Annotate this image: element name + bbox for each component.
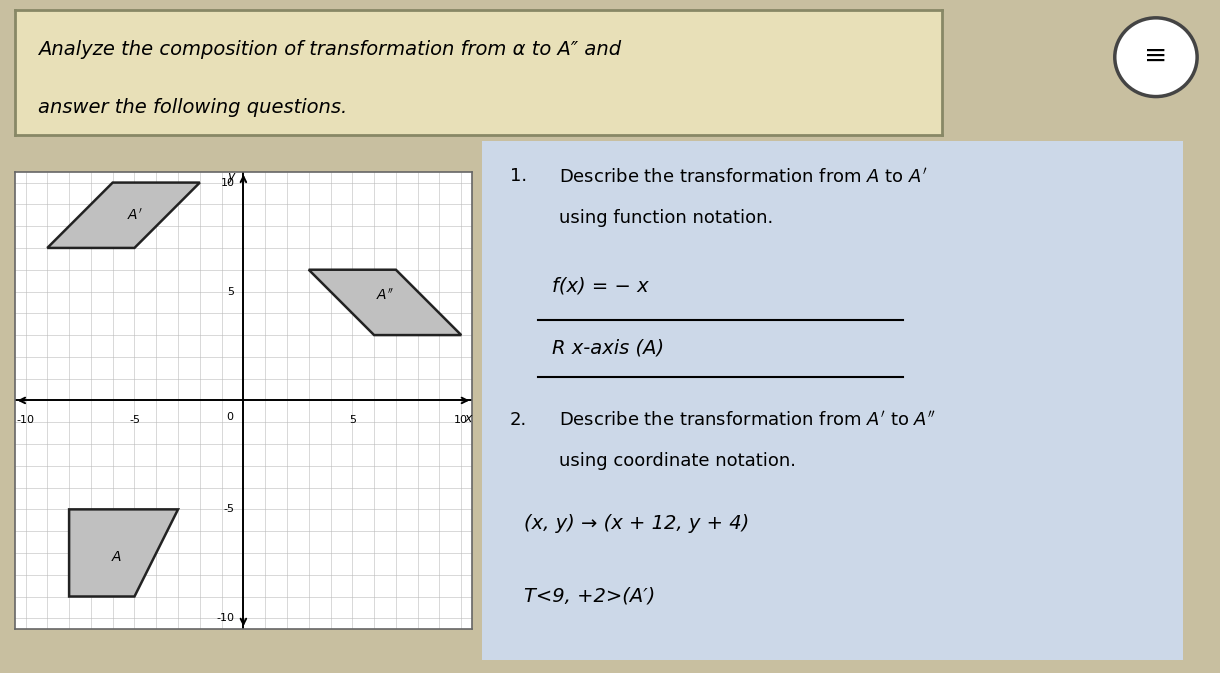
Circle shape <box>1115 18 1197 97</box>
Text: -5: -5 <box>223 504 234 514</box>
Text: -5: -5 <box>129 415 140 425</box>
Text: (x, y) → (x + 12, y + 4): (x, y) → (x + 12, y + 4) <box>525 514 749 534</box>
Text: f(x) = − x: f(x) = − x <box>551 276 649 295</box>
Text: 10: 10 <box>221 178 234 188</box>
Text: R x-axis (A): R x-axis (A) <box>551 339 664 357</box>
Text: $A$: $A$ <box>111 551 123 564</box>
Text: 5: 5 <box>349 415 356 425</box>
Text: Describe the transformation from $A'$ to $A''$: Describe the transformation from $A'$ to… <box>559 411 936 430</box>
Text: 0: 0 <box>227 413 233 423</box>
Text: 5: 5 <box>228 287 234 297</box>
Polygon shape <box>70 509 178 596</box>
Text: 10: 10 <box>454 415 468 425</box>
Text: using coordinate notation.: using coordinate notation. <box>559 452 797 470</box>
Text: 2.: 2. <box>510 411 527 429</box>
Text: y: y <box>227 170 234 182</box>
Text: x: x <box>464 413 471 425</box>
Text: $A''$: $A''$ <box>376 288 394 304</box>
Text: ≡: ≡ <box>1144 42 1168 69</box>
Text: -10: -10 <box>17 415 34 425</box>
Text: using function notation.: using function notation. <box>559 209 773 227</box>
Text: answer the following questions.: answer the following questions. <box>38 98 346 116</box>
Text: $A'$: $A'$ <box>127 208 143 223</box>
Text: 1.: 1. <box>510 168 527 185</box>
Polygon shape <box>48 182 200 248</box>
Text: -10: -10 <box>217 613 234 623</box>
Text: T<9, +2>(A′): T<9, +2>(A′) <box>525 587 655 606</box>
Polygon shape <box>309 270 461 335</box>
Text: Analyze the composition of transformation from α to A″ and: Analyze the composition of transformatio… <box>38 40 621 59</box>
Text: Describe the transformation from $A$ to $A'$: Describe the transformation from $A$ to … <box>559 168 927 186</box>
